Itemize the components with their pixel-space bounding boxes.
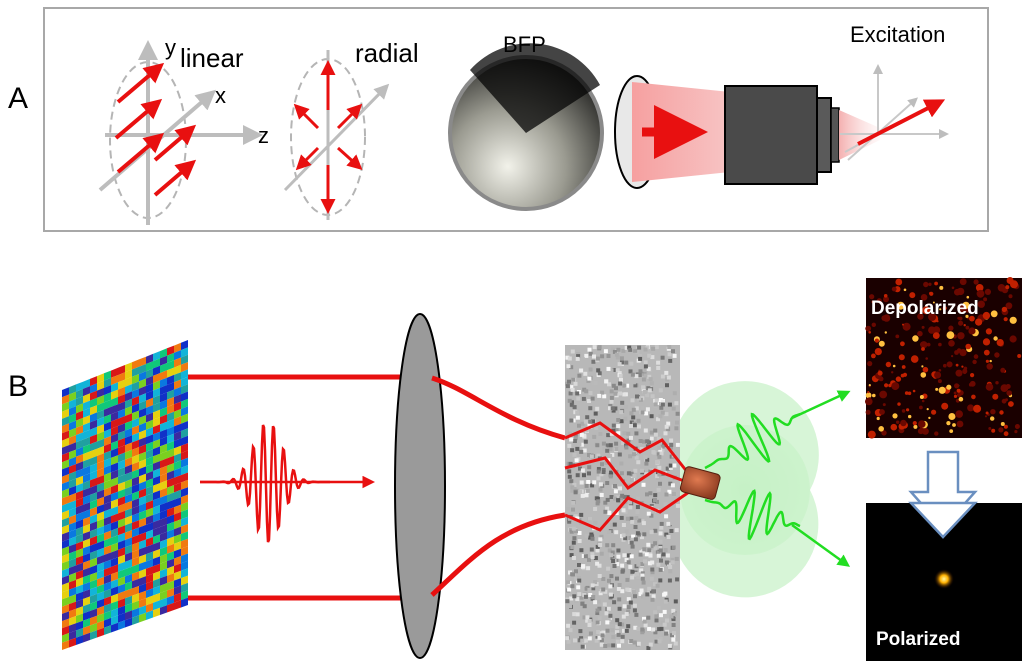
- emission-wave-down: [704, 489, 801, 541]
- excitation-optics: Excitation: [614, 22, 949, 189]
- focusing-lens: [394, 313, 446, 659]
- objective-body: [724, 85, 818, 185]
- scattering-medium: [565, 345, 680, 650]
- scattered-paths: [564, 421, 694, 532]
- depolarized-label: Depolarized: [871, 298, 979, 319]
- objective-ring: [816, 97, 832, 173]
- linear-field-arrows: [114, 62, 197, 197]
- polarized-label: Polarized: [876, 629, 960, 650]
- linear-polarization-diagram: y linear x z: [98, 35, 269, 225]
- axis-y-label: y: [165, 35, 176, 60]
- focus-spot: [934, 569, 954, 589]
- radial-label: radial: [355, 38, 419, 68]
- emission-wave-up: [704, 412, 801, 470]
- axis-z-label: z: [258, 123, 269, 148]
- wave-packet: [200, 424, 331, 543]
- panel-a-letter: A: [8, 82, 28, 115]
- depolarized-image: Depolarized: [865, 277, 1022, 439]
- phase-mask: [62, 340, 188, 650]
- axis-x-label: x: [215, 83, 226, 108]
- nanoparticle: [679, 466, 721, 500]
- polarized-image: Polarized: [866, 501, 1022, 661]
- excitation-field-arrow: [857, 99, 946, 146]
- linear-label: linear: [180, 43, 244, 73]
- focused-beams: [430, 375, 566, 597]
- bfp-diagram: BFP: [448, 32, 604, 211]
- panel-b-letter: B: [8, 370, 28, 403]
- excitation-label: Excitation: [850, 22, 945, 47]
- radial-field-arrows: [293, 60, 363, 214]
- radial-polarization-diagram: radial: [283, 38, 419, 220]
- incident-beams: [188, 374, 405, 601]
